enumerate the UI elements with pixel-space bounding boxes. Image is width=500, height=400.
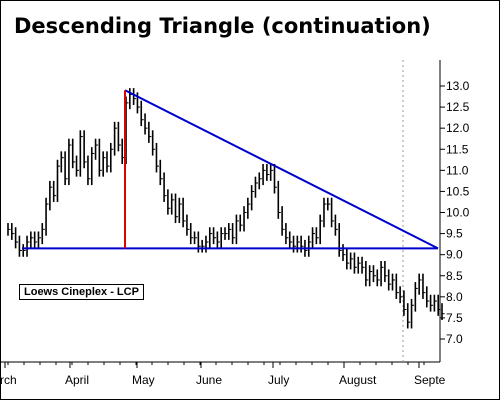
y-tick-label: 7.0 [446,332,463,346]
stock-label: Loews Cineplex - LCP [19,284,144,300]
x-tick-label: Septe [414,373,446,387]
chart-title: Descending Triangle (continuation) [14,14,431,38]
x-tick-label: April [65,373,89,387]
x-tick-label: June [196,373,222,387]
x-tick-label: August [339,373,377,387]
resistance-line [124,89,439,250]
x-tick-label: rch [0,373,17,387]
x-tick-label: May [132,373,155,387]
y-tick-label: 7.5 [446,311,463,325]
y-tick-label: 9.5 [446,227,463,241]
y-tick-label: 8.0 [446,290,463,304]
y-tick-label: 8.5 [446,269,463,283]
y-tick-label: 12.5 [446,100,470,114]
x-tick-label: July [268,373,289,387]
y-tick-label: 11.5 [446,142,469,156]
y-tick-label: 9.0 [446,248,463,262]
y-tick-label: 11.0 [446,163,469,177]
y-tick-label: 12.0 [446,121,470,135]
y-tick-label: 13.0 [446,79,470,93]
y-tick-label: 10.5 [446,184,470,198]
y-tick-label: 10.0 [446,206,470,220]
